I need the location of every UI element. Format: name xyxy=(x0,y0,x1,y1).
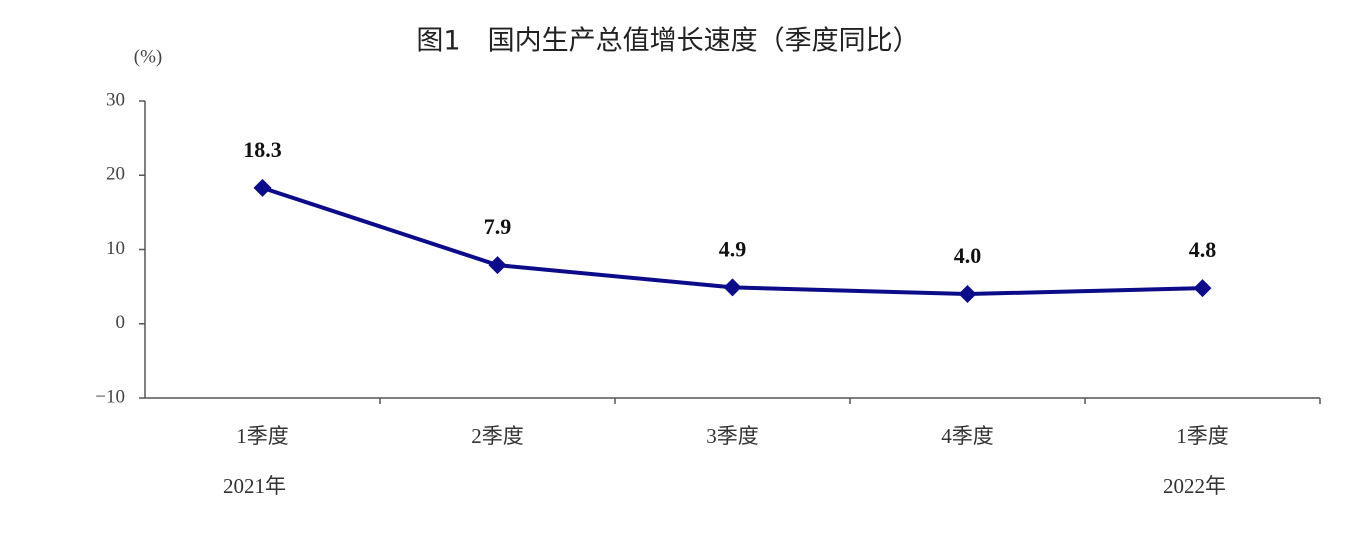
y-tick-label: 30 xyxy=(106,89,125,110)
y-unit: (%) xyxy=(134,46,162,67)
value-label: 4.0 xyxy=(954,243,982,268)
value-label: 4.9 xyxy=(719,236,747,261)
x-tick-label: 1季度 xyxy=(236,424,289,448)
x-tick-label: 4季度 xyxy=(941,424,994,448)
marker xyxy=(723,278,742,297)
y-tick-label: 0 xyxy=(116,312,126,333)
year-label: 2021年 xyxy=(223,474,286,498)
chart-title: 图1 国内生产总值增长速度（季度同比） xyxy=(416,26,919,57)
y-tick-label: 20 xyxy=(106,164,125,185)
marker xyxy=(1193,279,1212,298)
value-label: 18.3 xyxy=(243,137,282,162)
year-label: 2022年 xyxy=(1163,474,1226,498)
marker xyxy=(488,256,507,275)
marker xyxy=(958,285,977,304)
y-tick-label: 10 xyxy=(106,238,125,259)
marker xyxy=(253,178,272,197)
value-label: 7.9 xyxy=(484,214,512,239)
x-tick-label: 3季度 xyxy=(706,424,759,448)
x-tick-label: 1季度 xyxy=(1176,424,1229,448)
x-tick-label: 2季度 xyxy=(471,424,524,448)
value-label: 4.8 xyxy=(1189,237,1217,262)
y-tick-label: −10 xyxy=(95,386,125,407)
